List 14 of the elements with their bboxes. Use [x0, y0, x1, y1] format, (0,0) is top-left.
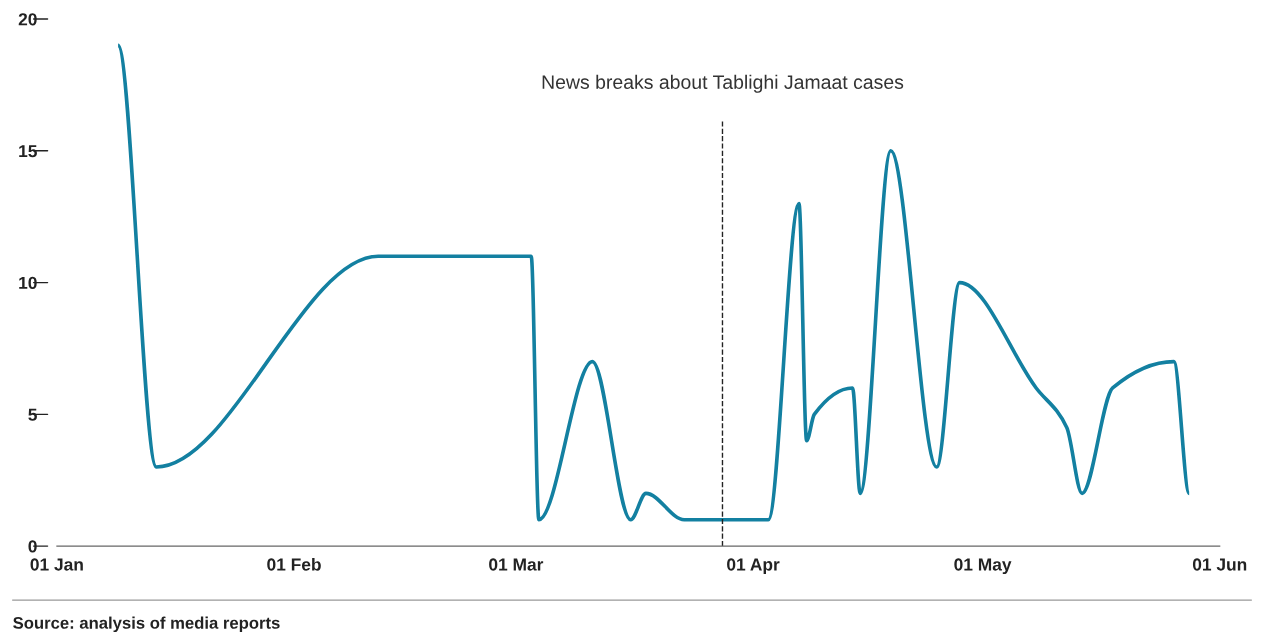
x-tick-label: 01 Apr [727, 558, 780, 575]
line-series [116, 43, 1191, 522]
y-tick-label: 0 [28, 540, 37, 553]
y-tick-label: 10 [19, 276, 37, 290]
ref-line-label: News breaks about Tablighi Jamaat cases [542, 74, 904, 93]
x-tick-label: 01 Jan [30, 558, 83, 571]
x-tick-label: 01 May [954, 558, 1012, 575]
y-tick-label: 15 [19, 145, 37, 158]
y-tick-label: 20 [18, 13, 37, 26]
x-tick-label: 01 Feb [267, 557, 321, 571]
source-note: Source: analysis of media reports [13, 616, 280, 633]
x-tick-label: 01 Mar [489, 558, 544, 571]
x-tick-label: 01 Jun [1192, 558, 1247, 571]
y-tick-label: 5 [28, 408, 37, 421]
